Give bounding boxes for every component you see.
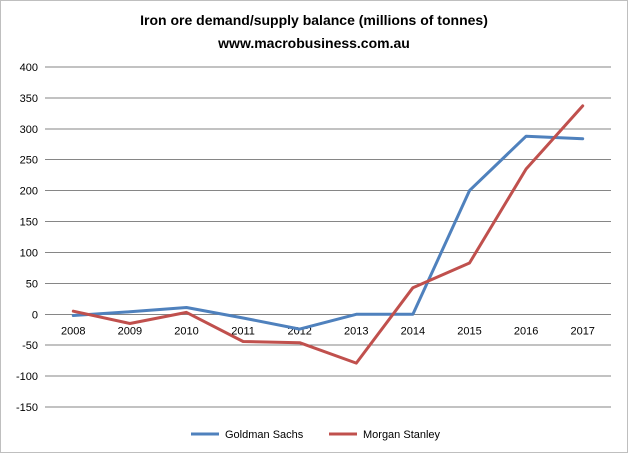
x-tick-label: 2013 xyxy=(344,325,368,337)
x-axis-ticks: 2008 2009 2010 2011 2012 2013 2014 2015 2016 2017 xyxy=(61,325,595,337)
series-line xyxy=(71,104,585,365)
x-tick-label: 2017 xyxy=(570,325,594,337)
chart-title: Iron ore demand/supply balance (millions… xyxy=(140,12,488,28)
x-tick-label: 2015 xyxy=(457,325,481,337)
x-tick-label: 2011 xyxy=(231,325,255,337)
y-tick-label: -50 xyxy=(22,340,38,352)
legend: Goldman Sachs Morgan Stanley xyxy=(191,429,441,441)
legend-label: Goldman Sachs xyxy=(225,429,304,441)
y-tick-label: 150 xyxy=(20,217,38,229)
x-tick-label: 2008 xyxy=(61,325,85,337)
y-axis-ticks: 400 350 300 250 200 150 100 50 0 -50 -100 -150 xyxy=(16,62,38,414)
x-tick-label: 2009 xyxy=(118,325,142,337)
y-tick-label: 0 xyxy=(32,309,38,321)
x-tick-label: 2014 xyxy=(401,325,425,337)
gridlines xyxy=(45,66,611,408)
x-tick-label: 2016 xyxy=(514,325,538,337)
series-lines xyxy=(71,104,585,365)
y-tick-label: -150 xyxy=(16,402,38,414)
legend-label: Morgan Stanley xyxy=(363,429,441,441)
y-tick-label: 250 xyxy=(20,155,38,167)
y-tick-label: -100 xyxy=(16,371,38,383)
y-tick-label: 100 xyxy=(20,247,38,259)
y-tick-label: 400 xyxy=(20,62,38,74)
y-tick-label: 50 xyxy=(26,278,38,290)
chart-subtitle: www.macrobusiness.com.au xyxy=(217,35,410,51)
y-tick-label: 200 xyxy=(20,186,38,198)
series-line xyxy=(71,134,585,331)
y-tick-label: 350 xyxy=(20,93,38,105)
x-tick-label: 2010 xyxy=(174,325,198,337)
y-tick-label: 300 xyxy=(20,124,38,136)
